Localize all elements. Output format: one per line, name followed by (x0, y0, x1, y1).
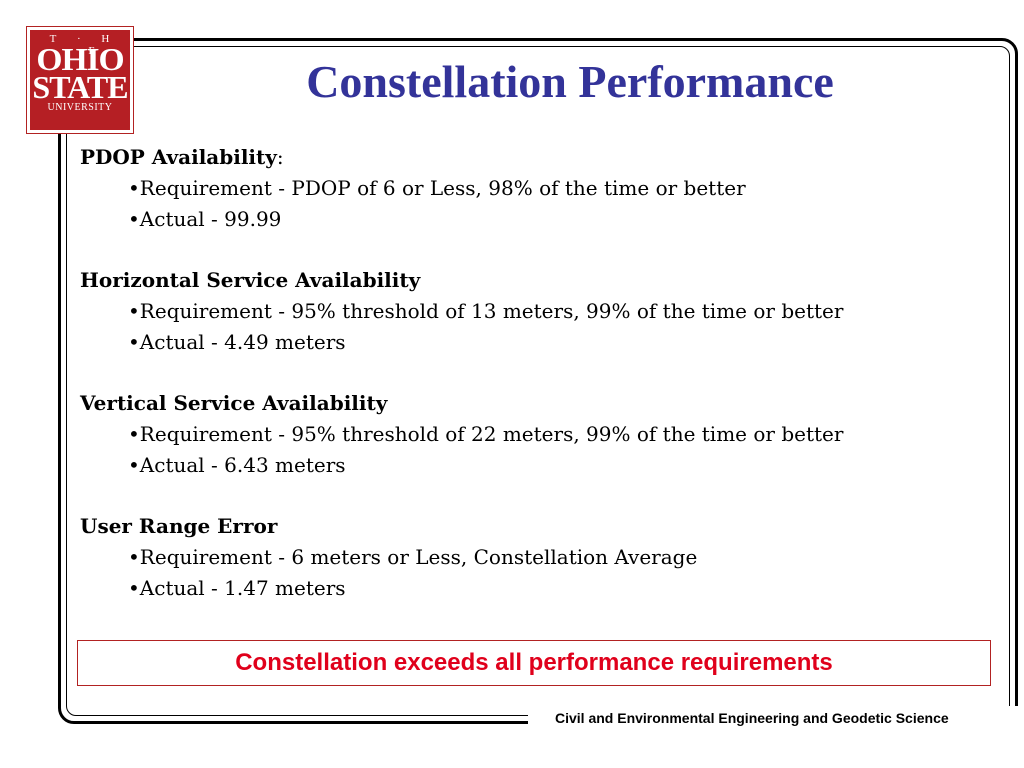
section-heading: Vertical Service Availability (80, 391, 388, 415)
logo-line-university: UNIVERSITY (47, 102, 113, 113)
section-heading-text: PDOP Availability (80, 145, 277, 169)
footer-department: Civil and Environmental Engineering and … (555, 710, 949, 726)
section-heading: PDOP Availability: (80, 142, 1015, 173)
section-heading: User Range Error (80, 514, 278, 538)
bullet-requirement: •Requirement - 95% threshold of 22 meter… (128, 422, 844, 446)
bullet-requirement: •Requirement - PDOP of 6 or Less, 98% of… (128, 176, 746, 200)
section-heading: Horizontal Service Availability (80, 268, 421, 292)
bullet-requirement: •Requirement - 6 meters or Less, Constel… (128, 545, 698, 569)
university-logo: T · H · E OHIO STATE UNIVERSITY (26, 26, 134, 134)
section-vertical-service-availability: Vertical Service Availability •Requireme… (80, 388, 1015, 481)
slide-footer: Civil and Environmental Engineering and … (528, 706, 1024, 732)
slide-content: PDOP Availability: •Requirement - PDOP o… (80, 142, 1015, 634)
bullet-requirement: •Requirement - 95% threshold of 13 meter… (128, 299, 844, 323)
conclusion-text: Constellation exceeds all performance re… (235, 649, 833, 676)
section-pdop-availability: PDOP Availability: •Requirement - PDOP o… (80, 142, 1015, 235)
logo-badge: T · H · E OHIO STATE UNIVERSITY (30, 30, 130, 130)
bullet-actual: •Actual - 1.47 meters (128, 576, 346, 600)
conclusion-callout: Constellation exceeds all performance re… (77, 640, 991, 686)
logo-line-ohio: OHIO (36, 41, 124, 77)
bullet-actual: •Actual - 6.43 meters (128, 453, 346, 477)
section-user-range-error: User Range Error •Requirement - 6 meters… (80, 511, 1015, 604)
section-horizontal-service-availability: Horizontal Service Availability •Require… (80, 265, 1015, 358)
bullet-actual: •Actual - 4.49 meters (128, 330, 346, 354)
bullet-actual: •Actual - 99.99 (128, 207, 282, 231)
logo-line-state: STATE (32, 69, 128, 105)
slide-title: Constellation Performance (306, 56, 834, 107)
logo-line-the: T · H · E (49, 33, 119, 57)
section-heading-suffix: : (276, 145, 284, 169)
